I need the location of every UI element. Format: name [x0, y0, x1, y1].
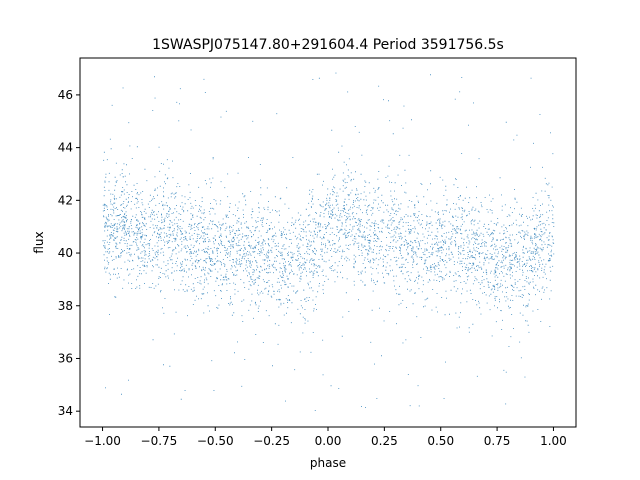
x-axis: −1.00 −0.75 −0.50 −0.25 0.00 0.25 0.50 0.75 1.00 [84, 427, 567, 448]
y-tick-label: 36 [58, 351, 73, 365]
x-tick-label: −0.75 [141, 434, 178, 448]
y-axis-label: flux [32, 231, 46, 253]
x-tick-label: 0.00 [315, 434, 342, 448]
y-tick-label: 34 [58, 404, 73, 418]
y-axis: 34 36 38 40 42 44 46 [58, 88, 80, 418]
x-tick-label: 0.25 [371, 434, 398, 448]
x-tick-label: −0.25 [253, 434, 290, 448]
y-tick-label: 42 [58, 193, 73, 207]
y-tick-label: 46 [58, 88, 73, 102]
x-tick-label: −1.00 [84, 434, 121, 448]
y-tick-label: 44 [58, 141, 73, 155]
x-tick-label: 0.50 [427, 434, 454, 448]
x-tick-label: −0.50 [197, 434, 234, 448]
y-tick-label: 40 [58, 246, 73, 260]
x-tick-label: 0.75 [484, 434, 511, 448]
y-tick-label: 38 [58, 299, 73, 313]
chart-title: 1SWASPJ075147.80+291604.4 Period 3591756… [152, 37, 504, 53]
x-tick-label: 1.00 [540, 434, 567, 448]
x-axis-label: phase [310, 456, 346, 470]
